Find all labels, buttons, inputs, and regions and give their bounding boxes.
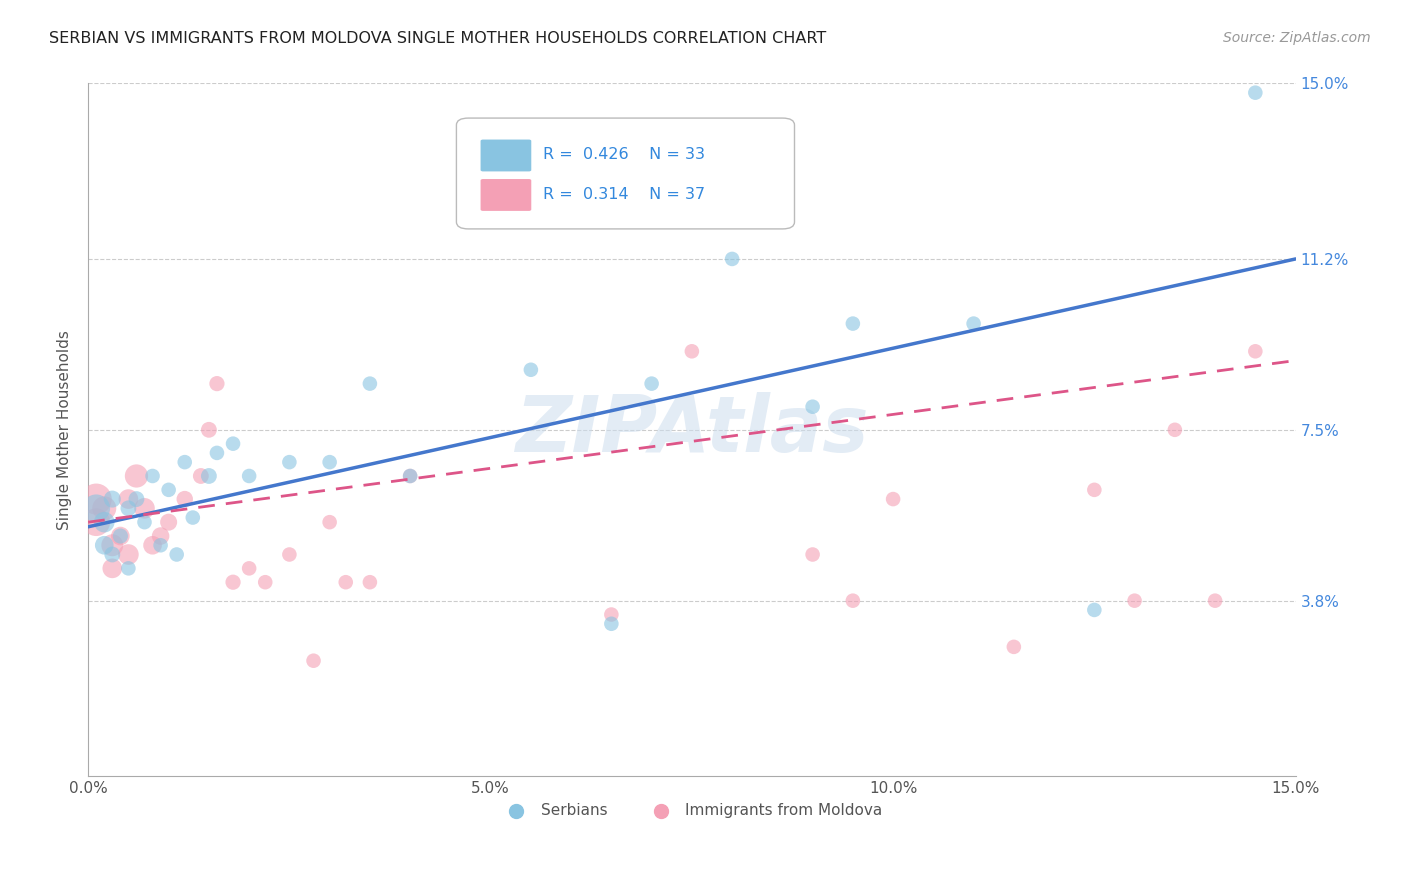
Point (141, 538, 163, 552)
Point (198, 469, 221, 483)
Point (84, 515, 107, 529)
Point (842, 593, 865, 607)
Point (842, 317, 865, 331)
Point (318, 455, 340, 469)
Point (1244, 344, 1267, 359)
Point (359, 376, 381, 391)
Point (117, 548, 139, 562)
Point (359, 575, 381, 590)
Point (101, 561, 124, 575)
FancyBboxPatch shape (457, 118, 794, 229)
Text: SERBIAN VS IMMIGRANTS FROM MOLDOVA SINGLE MOTHER HOUSEHOLDS CORRELATION CHART: SERBIAN VS IMMIGRANTS FROM MOLDOVA SINGL… (49, 31, 827, 46)
Point (600, 616, 623, 631)
Point (125, 492, 148, 507)
Point (101, 538, 124, 552)
Point (302, 654, 325, 668)
Point (117, 492, 139, 507)
Point (134, 515, 156, 529)
Point (278, 455, 301, 469)
Point (157, 515, 180, 529)
FancyBboxPatch shape (481, 139, 531, 171)
Point (1083, 483, 1105, 497)
Point (173, 492, 195, 507)
Point (101, 548, 124, 562)
Point (399, 469, 422, 483)
Point (93, 501, 115, 516)
Point (157, 483, 180, 497)
Point (681, 344, 703, 359)
Point (110, 529, 132, 543)
Point (1083, 603, 1105, 617)
Point (1164, 423, 1187, 437)
Y-axis label: Single Mother Households: Single Mother Households (58, 330, 72, 530)
Point (134, 501, 156, 516)
Point (222, 575, 245, 590)
Point (1002, 640, 1025, 654)
Point (962, 317, 984, 331)
Point (238, 561, 260, 575)
Point (101, 492, 124, 507)
Point (149, 529, 172, 543)
Point (882, 492, 904, 507)
Point (520, 363, 543, 377)
Point (149, 538, 172, 552)
Point (173, 455, 195, 469)
Point (222, 436, 245, 450)
Point (335, 575, 357, 590)
Point (93, 515, 115, 529)
Text: ZIPAtlas: ZIPAtlas (515, 392, 869, 467)
Point (600, 607, 623, 622)
Point (198, 423, 221, 437)
Point (721, 252, 744, 266)
Point (84, 501, 107, 516)
Point (801, 400, 824, 414)
Point (238, 469, 260, 483)
Point (1244, 86, 1267, 100)
Point (254, 575, 277, 590)
Point (278, 548, 301, 562)
FancyBboxPatch shape (481, 179, 531, 211)
Point (1204, 593, 1226, 607)
Point (205, 376, 228, 391)
Point (166, 548, 188, 562)
Point (84, 492, 107, 507)
Legend: Serbians, Immigrants from Moldova: Serbians, Immigrants from Moldova (495, 797, 889, 824)
Point (640, 376, 662, 391)
Point (141, 469, 163, 483)
Point (318, 515, 340, 529)
Point (399, 469, 422, 483)
Point (190, 469, 212, 483)
Point (125, 469, 148, 483)
Point (205, 446, 228, 460)
Text: R =  0.314    N = 37: R = 0.314 N = 37 (543, 187, 706, 202)
Point (110, 529, 132, 543)
Point (93, 538, 115, 552)
Text: R =  0.426    N = 33: R = 0.426 N = 33 (543, 147, 706, 162)
Point (1123, 593, 1146, 607)
Point (117, 501, 139, 516)
Point (801, 548, 824, 562)
Point (181, 510, 204, 524)
Text: Source: ZipAtlas.com: Source: ZipAtlas.com (1223, 31, 1371, 45)
Point (117, 561, 139, 575)
